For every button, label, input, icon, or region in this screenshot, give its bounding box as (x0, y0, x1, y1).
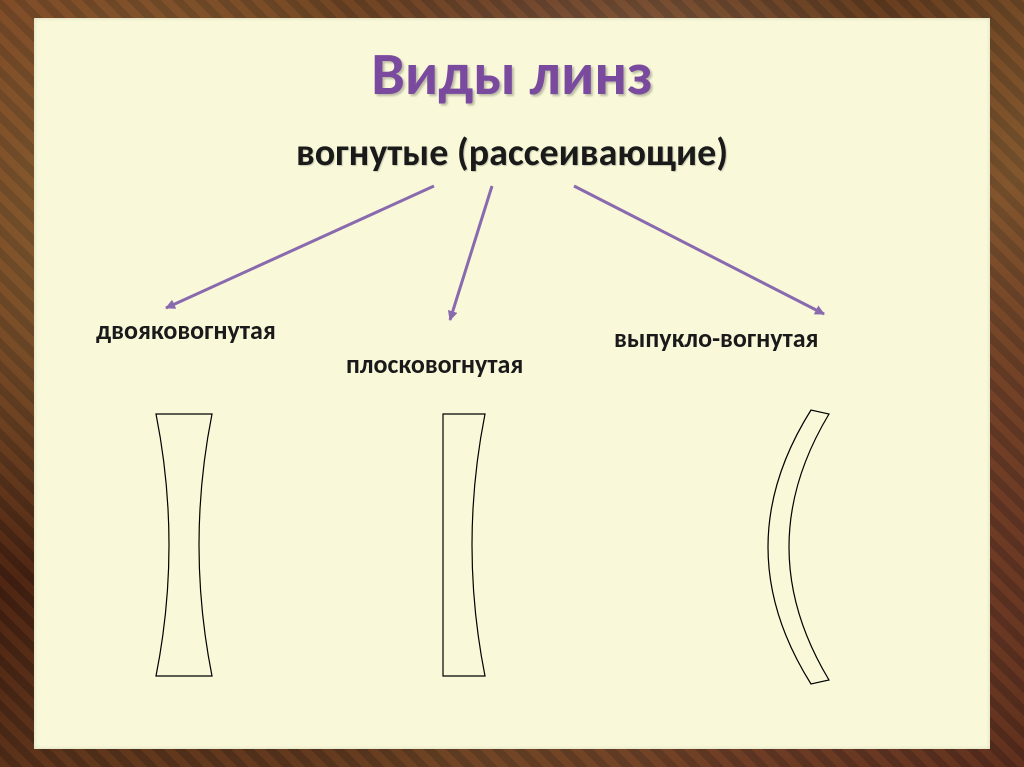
label-biconcave: двояковогнутая (96, 314, 276, 346)
lens-convexconcave (739, 406, 839, 688)
slide-canvas: Виды линз вогнутые (рассеивающие) двояко… (34, 18, 990, 749)
label-planoconcave: плосковогнутая (346, 348, 523, 380)
outer-frame: Виды линз вогнутые (рассеивающие) двояко… (0, 0, 1024, 767)
lens-biconcave (144, 410, 224, 680)
lens-planoconcave (429, 410, 499, 680)
label-convexconcave: выпукло-вогнутая (614, 322, 819, 354)
